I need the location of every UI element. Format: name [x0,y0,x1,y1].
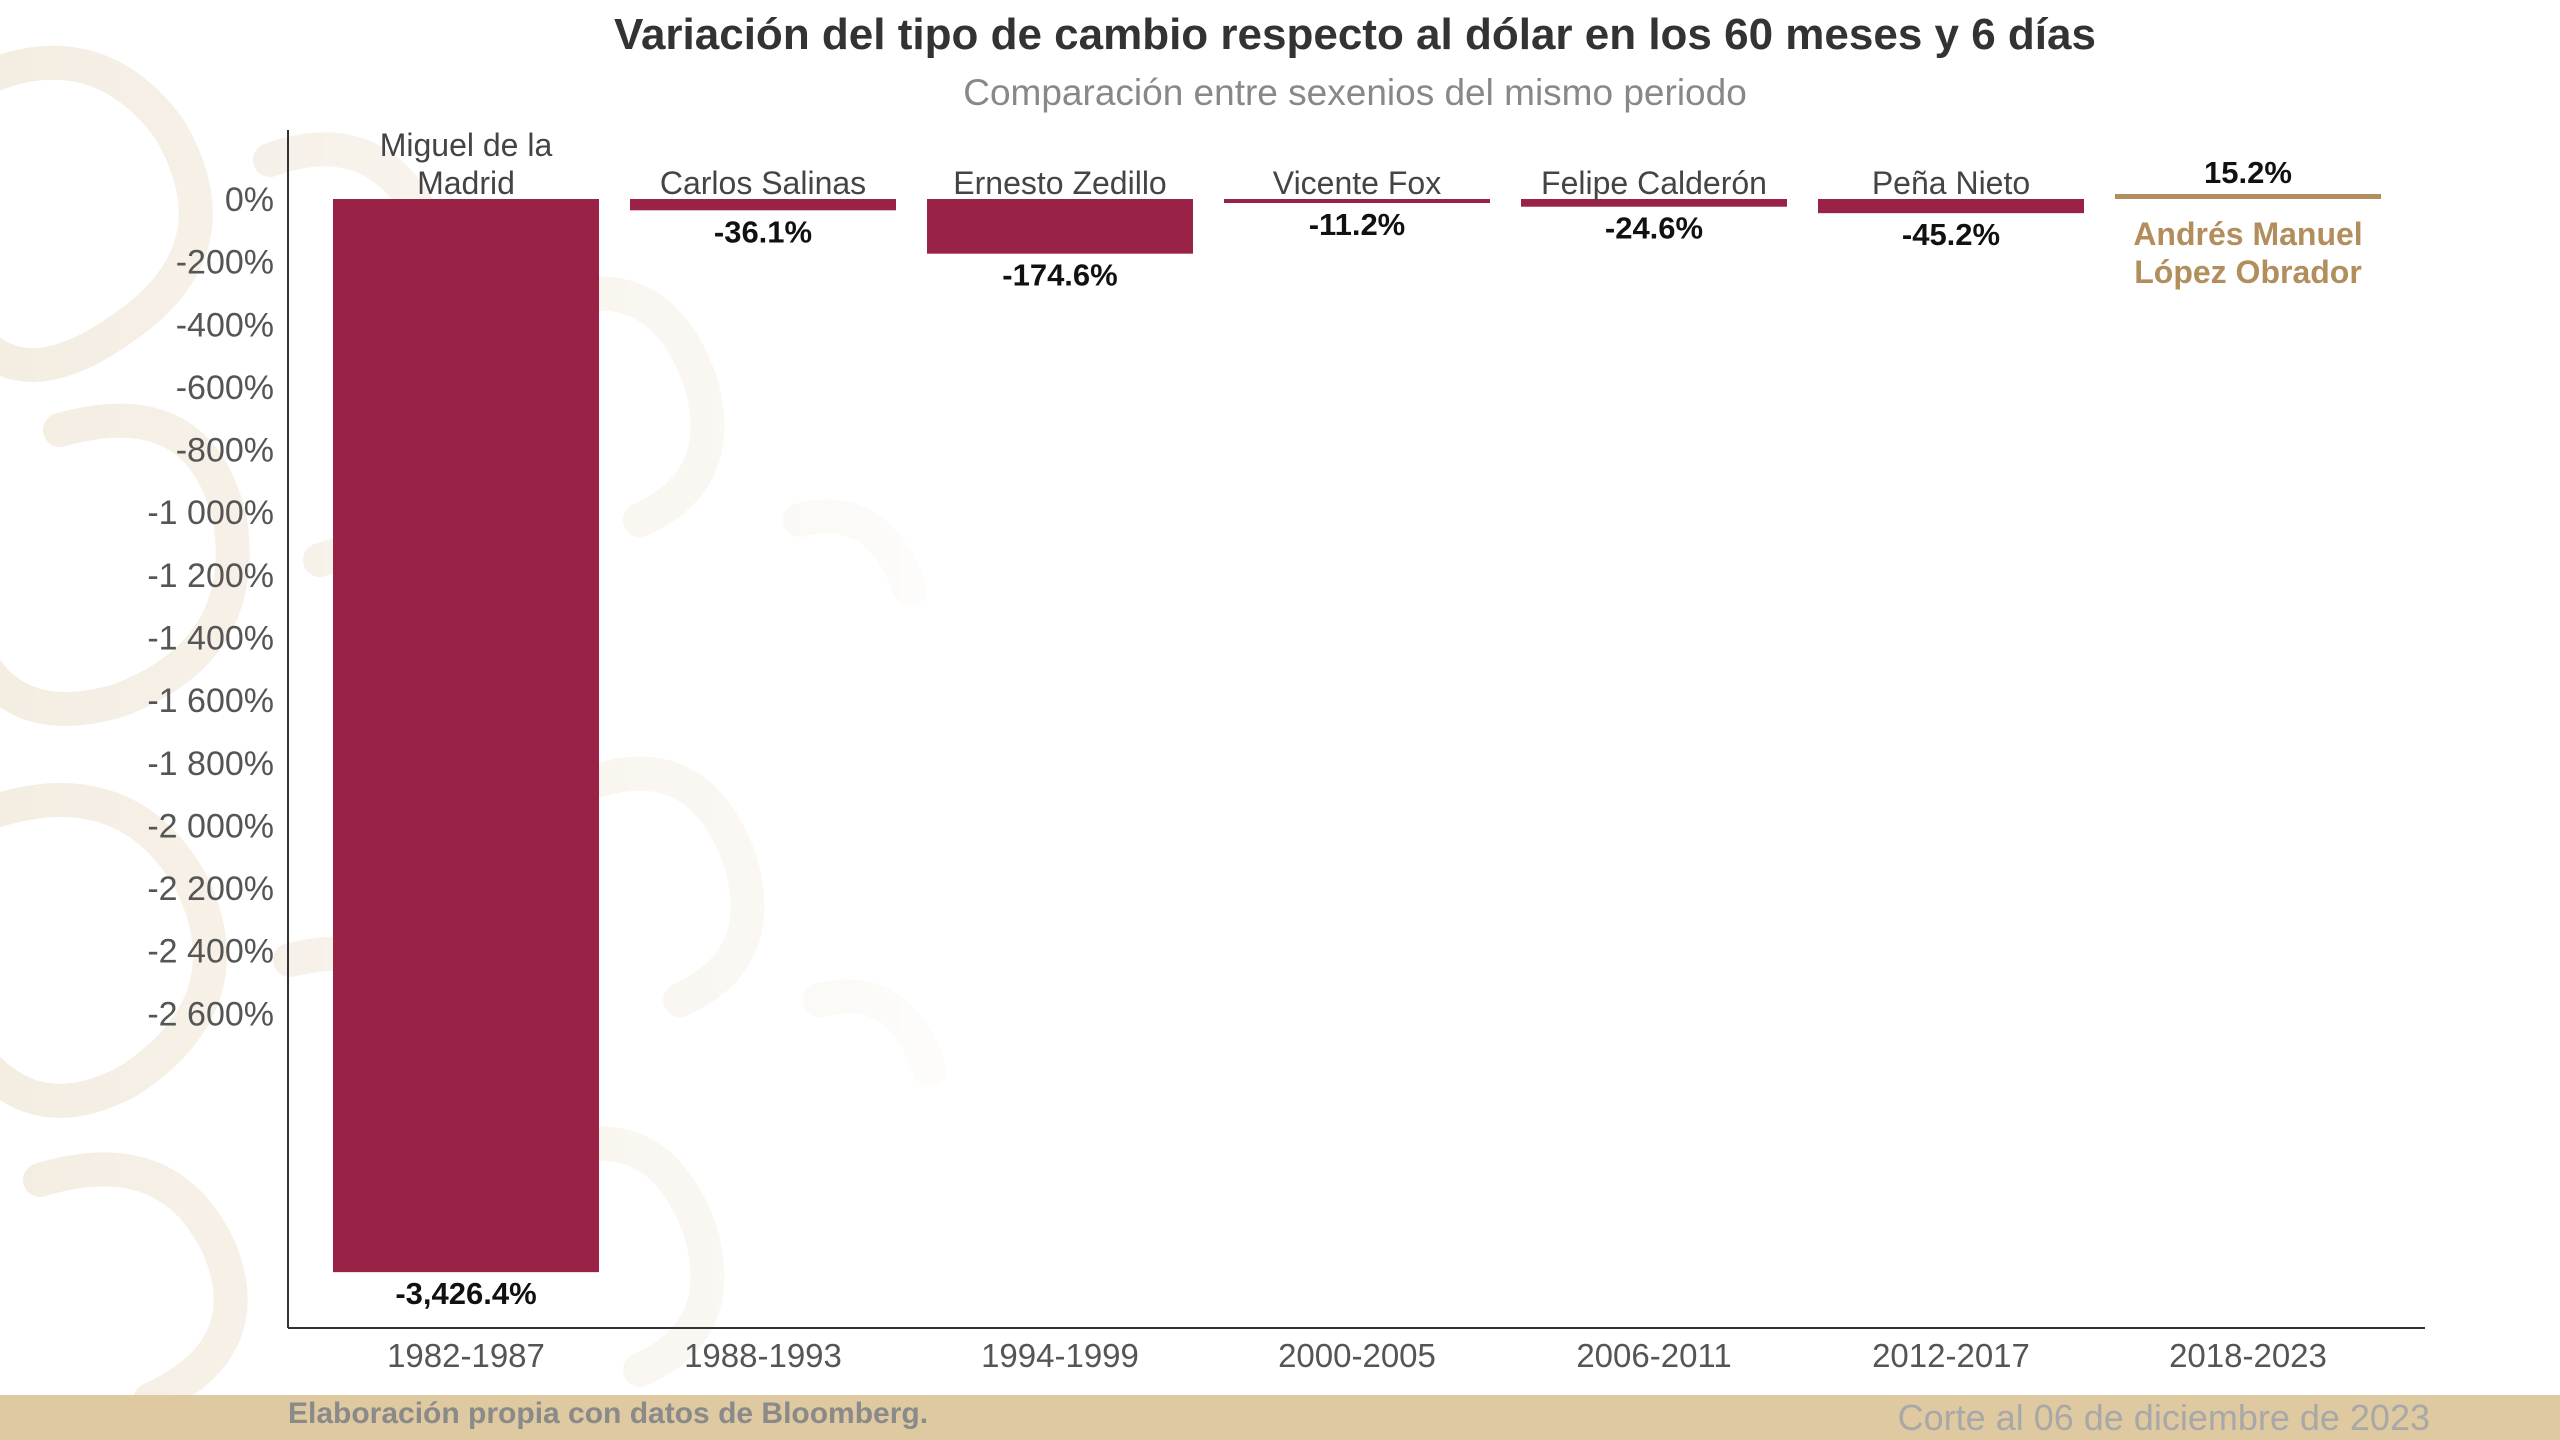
footer-bar: Elaboración propia con datos de Bloomber… [0,1395,2560,1440]
bar-2006-2011 [1521,199,1787,207]
data-label: -24.6% [1605,211,1703,246]
series-name-label: Miguel de la [380,127,553,163]
y-tick-label: -800% [176,432,274,470]
y-tick-label: -2 600% [147,995,274,1033]
chart-title: Variación del tipo de cambio respecto al… [614,10,2096,59]
series-name-label: Vicente Fox [1273,165,1441,201]
data-label: -36.1% [714,214,812,249]
y-tick-label: -400% [176,306,274,344]
series-name-label: Madrid [417,165,515,201]
y-tick-label: -2 000% [147,807,274,845]
bar-1994-1999 [927,199,1193,254]
y-tick-label: -1 200% [147,557,274,595]
x-tick-label: 1988-1993 [684,1337,842,1374]
bar-chart: 0% -200% -400% -600% -800% -1 000% -1 200% -1 4… [147,127,2425,1374]
data-label: -174.6% [1002,258,1117,293]
data-label: -45.2% [1902,217,2000,252]
y-tick-label: -600% [176,369,274,407]
y-tick-label: -1 800% [147,745,274,783]
chart-subtitle: Comparación entre sexenios del mismo per… [963,72,1747,113]
series-name-label: Peña Nieto [1872,165,2030,201]
y-tick-label: -2 400% [147,933,274,971]
x-tick-label: 1994-1999 [981,1337,1139,1374]
x-tick-label: 2000-2005 [1278,1337,1436,1374]
x-tick-label: 2012-2017 [1872,1337,2030,1374]
y-tick-label: -1 600% [147,682,274,720]
series-name-label: Ernesto Zedillo [953,165,1166,201]
data-label: 15.2% [2204,155,2292,190]
footer-date: Corte al 06 de diciembre de 2023 [1897,1397,2430,1438]
bar-2018-2023 [2115,194,2381,199]
footer-source: Elaboración propia con datos de Bloomber… [288,1397,929,1430]
bar-1982-1987 [333,199,599,1273]
x-tick-label: 2018-2023 [2169,1337,2327,1374]
x-tick-label: 2006-2011 [1576,1337,1731,1374]
y-tick-label: -1 400% [147,619,274,657]
y-tick-label: -200% [176,244,274,282]
y-tick-label: 0% [225,181,274,219]
series-name-label: Andrés Manuel [2133,216,2362,252]
series-name-label: Carlos Salinas [660,165,866,201]
data-label: -11.2% [1309,207,1406,242]
series-name-label: Felipe Calderón [1541,165,1767,201]
data-label: -3,426.4% [395,1276,536,1311]
bar-1988-1993 [630,199,896,211]
y-tick-label: -2 200% [147,870,274,908]
series-name-label: López Obrador [2134,254,2362,290]
bar-2012-2017 [1818,199,2084,214]
bar-2000-2005 [1224,199,1490,203]
x-tick-label: 1982-1987 [387,1337,545,1374]
y-tick-label: -1 000% [147,494,274,532]
